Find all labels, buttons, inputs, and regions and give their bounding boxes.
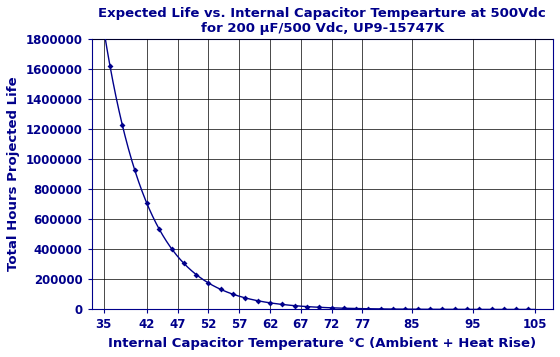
X-axis label: Internal Capacitor Temperature °C (Ambient + Heat Rise): Internal Capacitor Temperature °C (Ambie… xyxy=(108,337,536,350)
Y-axis label: Total Hours Projected Life: Total Hours Projected Life xyxy=(7,77,20,271)
Title: Expected Life vs. Internal Capacitor Tempearture at 500Vdc
for 200 μF/500 Vdc, U: Expected Life vs. Internal Capacitor Tem… xyxy=(99,7,546,35)
